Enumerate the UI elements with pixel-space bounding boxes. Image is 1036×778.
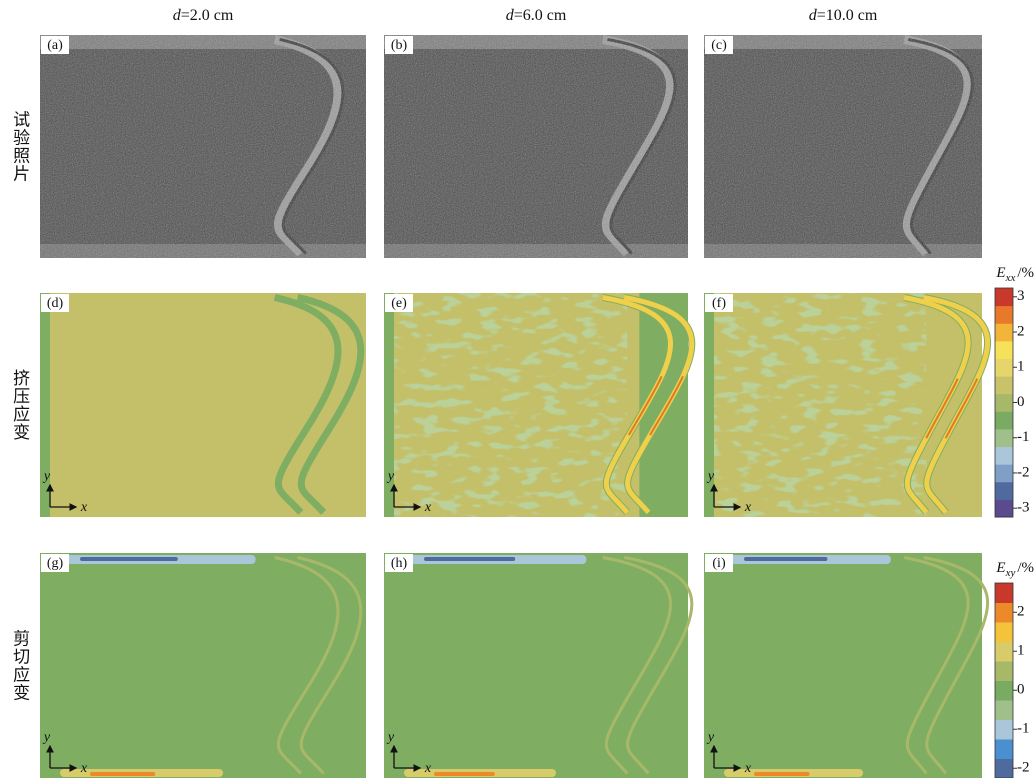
row-label: 挤压应变 (10, 369, 30, 441)
colorbar-symbol: E (995, 265, 1005, 281)
colorbar-tick-label: -3 (1017, 500, 1030, 516)
colorbar-unit: /% (1017, 265, 1034, 281)
colorbar-segment (995, 376, 1013, 394)
colorbar-segment (995, 429, 1013, 447)
panel-label: (h) (391, 556, 408, 571)
column-header: d=6.0 cm (506, 7, 567, 24)
panel-image: (h) y x (384, 553, 692, 778)
colorbar-title: Exx/% (995, 265, 1034, 283)
colorbar-tick-label: -2 (1017, 464, 1030, 480)
strain-bottom (754, 772, 810, 776)
colorbar-segment (995, 681, 1013, 701)
panel-image: (b) (384, 35, 688, 258)
panel-image: (g) y x (40, 553, 366, 778)
colorbar-segment (995, 622, 1013, 642)
header-value: =2.0 cm (181, 7, 234, 24)
header-value: =6.0 cm (514, 7, 567, 24)
colorbar-segment (995, 499, 1013, 517)
panel-label: (a) (47, 38, 63, 53)
colorbar-title: Exy/% (995, 560, 1034, 578)
axis-label: y (706, 730, 715, 745)
colorbar-symbol: E (995, 560, 1005, 576)
axis-label: y (42, 469, 51, 484)
panel-image: (f) y x (704, 293, 988, 517)
axis-label: x (744, 500, 752, 515)
strain-bottom (90, 772, 155, 776)
panel-label: (d) (47, 296, 64, 311)
panel-label: (f) (712, 296, 726, 311)
colorbar-segment (995, 759, 1013, 778)
colorbar-segment (995, 642, 1013, 662)
panel-label: (c) (711, 38, 727, 53)
panel-image: (c) (704, 35, 982, 258)
colorbar-segment (995, 661, 1013, 681)
colorbar-tick-label: -1 (1017, 429, 1030, 445)
strain-top (424, 557, 515, 561)
colorbar-tick-label: 1 (1017, 643, 1025, 659)
colorbar-tick-label: -1 (1017, 721, 1030, 737)
strain-top (80, 557, 178, 561)
axis-label: x (744, 761, 752, 776)
axis-label: y (706, 469, 715, 484)
colorbar-unit: /% (1017, 560, 1034, 576)
panel-label: (g) (47, 556, 64, 571)
colorbar-segment (995, 720, 1013, 740)
colorbar-segment (995, 288, 1013, 306)
axis-label: x (424, 500, 432, 515)
strain-bg (40, 553, 366, 778)
colorbar-tick-label: 1 (1017, 359, 1025, 375)
panel-image: (i) y x (704, 553, 988, 778)
axis-label: x (80, 500, 88, 515)
colorbar-segment (995, 739, 1013, 759)
photo-noise (704, 35, 982, 258)
colorbar-segment (995, 411, 1013, 429)
strain-bg (704, 553, 982, 778)
panel-label: (b) (391, 38, 408, 53)
panel-label: (e) (391, 296, 407, 311)
panel-image: (e) y x (384, 293, 692, 517)
photo-noise (40, 35, 366, 258)
panel-label: (i) (712, 556, 726, 571)
strain-bottom (434, 772, 495, 776)
colorbar-tick-label: 2 (1017, 604, 1025, 620)
colorbar-segment (995, 583, 1013, 603)
colorbar-segment (995, 447, 1013, 465)
row-label: 试验照片 (10, 110, 30, 182)
colorbar-segment (995, 482, 1013, 500)
row-label: 剪切应变 (10, 629, 30, 701)
panel-image: (d) y x (40, 293, 366, 517)
column-header: d=2.0 cm (173, 7, 234, 24)
colorbar-segment (995, 341, 1013, 359)
colorbar-segment (995, 394, 1013, 412)
strain-top (744, 557, 827, 561)
colorbar-subscript: xx (1005, 272, 1016, 284)
axis-label: x (424, 761, 432, 776)
axis-label: y (386, 730, 395, 745)
header-value: =10.0 cm (817, 7, 878, 24)
axis-label: x (80, 761, 88, 776)
axis-label: y (42, 730, 51, 745)
colorbar-tick-label: 0 (1017, 682, 1025, 698)
strain-patches (384, 293, 627, 517)
colorbar-tick-label: 0 (1017, 394, 1025, 410)
axis-label: y (386, 469, 395, 484)
colorbar-tick-label: -2 (1017, 760, 1030, 776)
colorbar-tick-label: 2 (1017, 323, 1025, 339)
colorbar-segment (995, 700, 1013, 720)
colorbar-segment (995, 323, 1013, 341)
colorbar-segment (995, 358, 1013, 376)
column-header: d=10.0 cm (809, 7, 878, 24)
strain-bg (384, 553, 688, 778)
panel-image: (a) (40, 35, 366, 258)
colorbar-subscript: xy (1005, 567, 1016, 579)
colorbar-segment (995, 306, 1013, 324)
figure: d=2.0 cm d=6.0 cm d=10.0 cm 试验照片 (a) (b) (c) 挤压… (0, 0, 1036, 778)
photo-noise (384, 35, 688, 258)
colorbar-segment (995, 603, 1013, 623)
colorbar-tick-label: 3 (1017, 288, 1025, 304)
colorbar-segment (995, 464, 1013, 482)
strain-patches (704, 293, 926, 517)
